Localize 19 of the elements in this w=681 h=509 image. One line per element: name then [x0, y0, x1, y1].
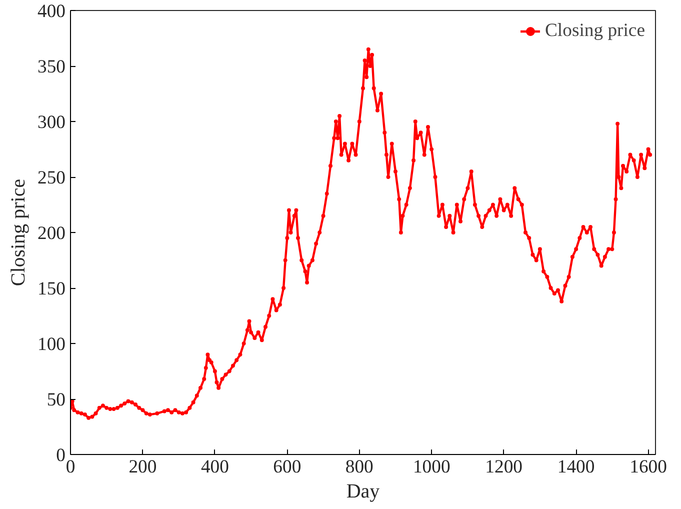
- x-tick-label: 1200: [485, 456, 522, 478]
- x-tick-label: 600: [273, 456, 302, 478]
- y-tick-label: 400: [38, 1, 66, 22]
- y-tick-label: 150: [38, 278, 66, 300]
- y-tick-label: 350: [38, 56, 66, 78]
- y-tick-label: 300: [38, 112, 66, 133]
- x-tick-label: 1600: [630, 456, 667, 478]
- x-tick-label: 1400: [557, 456, 595, 478]
- y-tick-label: 50: [46, 390, 66, 410]
- y-tick-label: 250: [38, 168, 66, 188]
- y-axis-title: Closing price: [8, 178, 30, 286]
- y-tick-label: 100: [38, 334, 66, 355]
- x-tick-label: 800: [345, 456, 374, 478]
- legend-label: Closing price: [544, 20, 645, 42]
- x-axis-title: Day: [346, 480, 380, 502]
- x-tick-label: 200: [128, 456, 157, 478]
- x-tick-label: 400: [200, 456, 229, 478]
- y-tick-label: 200: [38, 223, 66, 244]
- x-tick-label: 1000: [412, 456, 450, 478]
